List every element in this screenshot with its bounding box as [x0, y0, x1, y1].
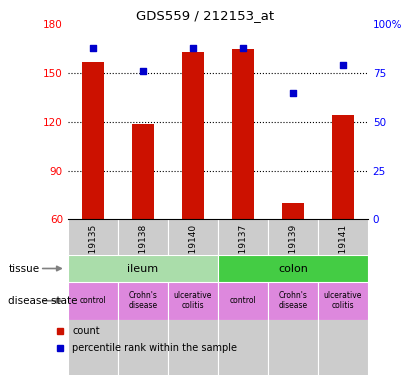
Point	[240, 45, 246, 51]
Text: Crohn's
disease: Crohn's disease	[128, 291, 157, 310]
Bar	[132, 123, 154, 219]
Bar	[118, 282, 168, 320]
Bar	[332, 116, 354, 219]
Text: GDS559 / 212153_at: GDS559 / 212153_at	[136, 9, 275, 22]
Bar	[68, 255, 218, 282]
Point	[140, 68, 146, 74]
Text: disease state: disease state	[8, 296, 78, 306]
Bar	[168, 219, 218, 375]
Bar	[282, 203, 304, 219]
Bar	[268, 282, 318, 320]
Text: ileum: ileum	[127, 264, 158, 273]
Point	[290, 90, 296, 96]
Text: Crohn's
disease: Crohn's disease	[278, 291, 307, 310]
Point	[90, 45, 96, 51]
Text: count: count	[72, 326, 100, 336]
Bar	[318, 282, 368, 320]
Text: control: control	[229, 296, 256, 305]
Text: ulcerative
colitis: ulcerative colitis	[173, 291, 212, 310]
Text: tissue: tissue	[8, 264, 39, 273]
Bar	[68, 219, 118, 375]
Point	[339, 62, 346, 68]
Bar	[218, 255, 368, 282]
Bar	[268, 219, 318, 375]
Text: ulcerative
colitis: ulcerative colitis	[323, 291, 362, 310]
Bar	[68, 282, 118, 320]
Text: control: control	[79, 296, 106, 305]
Bar	[168, 282, 218, 320]
Bar	[182, 52, 204, 219]
Bar	[118, 219, 168, 375]
Bar	[218, 282, 268, 320]
Bar	[81, 62, 104, 219]
Bar	[318, 219, 368, 375]
Text: colon: colon	[278, 264, 308, 273]
Bar	[231, 49, 254, 219]
Text: percentile rank within the sample: percentile rank within the sample	[72, 343, 238, 352]
Point	[189, 45, 196, 51]
Bar	[218, 219, 268, 375]
